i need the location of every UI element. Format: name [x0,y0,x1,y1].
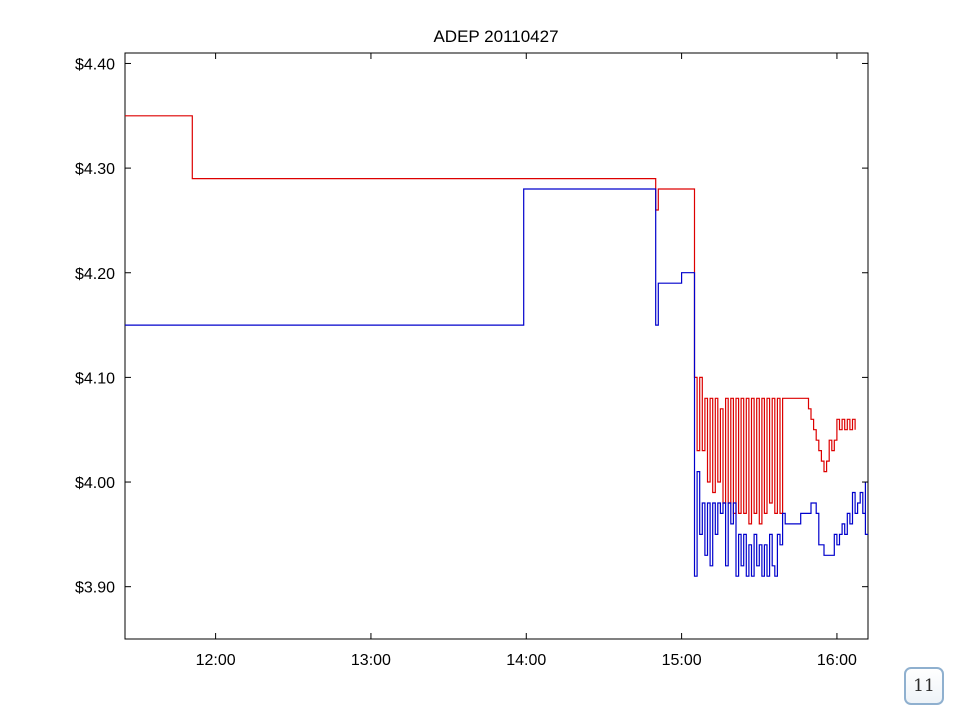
y-axis: $4.40 $4.30 $4.20 $4.10 $4.00 $3.90 [75,56,868,597]
y-tick-label: $4.20 [75,266,115,283]
x-tick-label: 13:00 [351,652,391,669]
series-line-2 [125,188,868,577]
x-tick-label: 15:00 [662,652,702,669]
y-tick-label: $4.40 [75,56,115,73]
plot-frame [124,52,869,640]
y-tick-label: $4.30 [75,161,115,178]
x-tick-label: 14:00 [506,652,546,669]
y-tick-label: $4.10 [75,370,115,387]
series-line-1 [125,115,856,525]
y-tick-label: $4.00 [75,475,115,492]
x-tick-label: 16:00 [817,652,857,669]
x-tick-label: 12:00 [196,652,236,669]
y-tick-label: $3.90 [75,580,115,597]
chart-title: ADEP 20110427 [433,27,558,46]
x-axis: 12:00 13:00 14:00 15:00 16:00 [196,53,857,669]
series-layer [125,115,868,577]
page-number-badge: 11 [904,667,944,705]
page-number: 11 [913,676,935,696]
